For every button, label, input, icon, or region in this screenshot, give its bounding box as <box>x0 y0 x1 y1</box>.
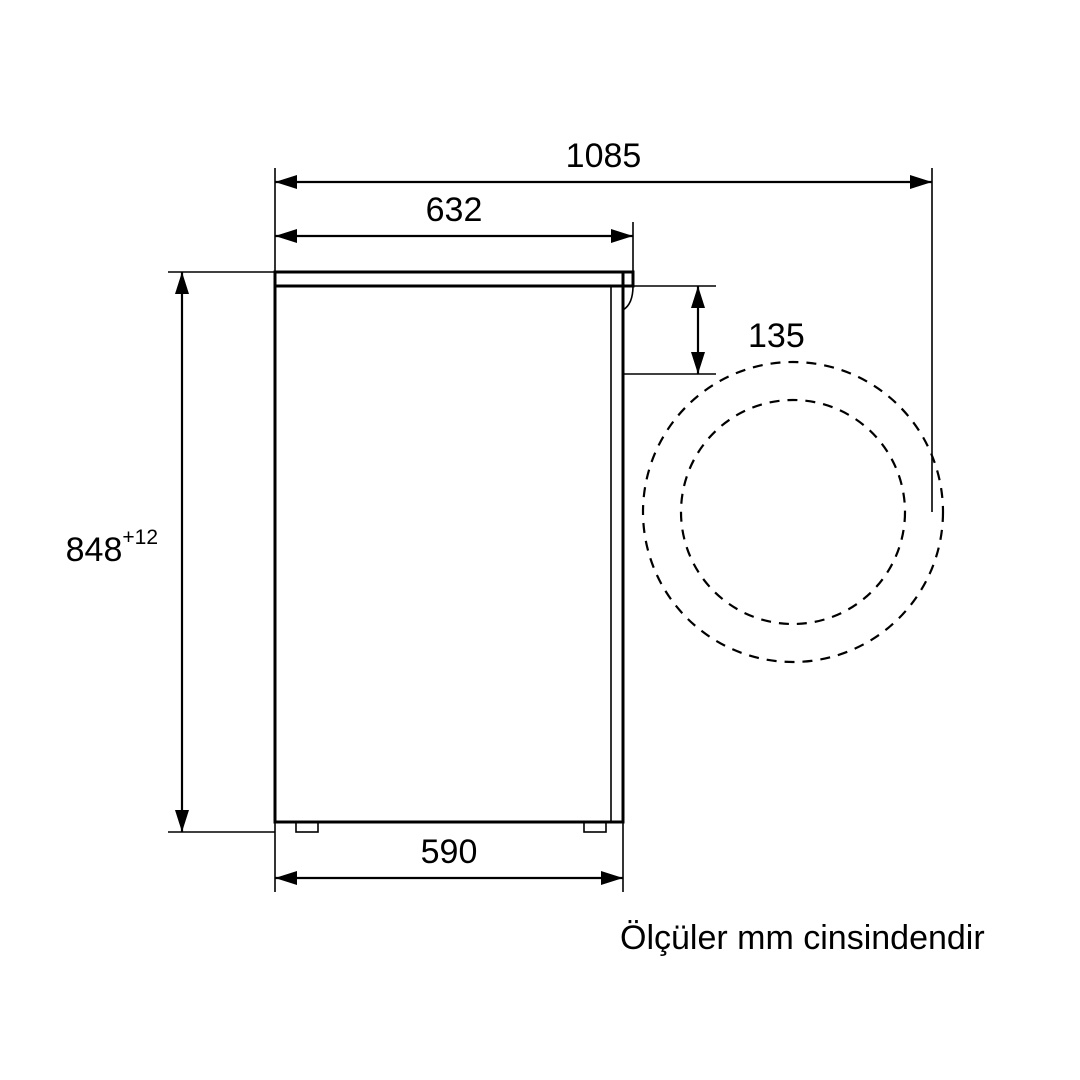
dim-590: 590 <box>421 833 478 871</box>
worktop <box>275 272 633 286</box>
appliance-body <box>275 272 623 822</box>
dimension-drawing: 1085 632 590 848+12 135 Ölçüler mm cinsindend… <box>0 0 1080 1080</box>
units-note: Ölçüler mm cinsindendir <box>620 919 985 957</box>
door-swing-inner <box>681 400 905 624</box>
dim-1085: 1085 <box>566 137 642 175</box>
dim-135: 135 <box>748 317 805 355</box>
dim-848-label: 848+12 <box>66 526 158 569</box>
door-swing-outer <box>643 362 943 662</box>
dim-632: 632 <box>426 191 483 229</box>
